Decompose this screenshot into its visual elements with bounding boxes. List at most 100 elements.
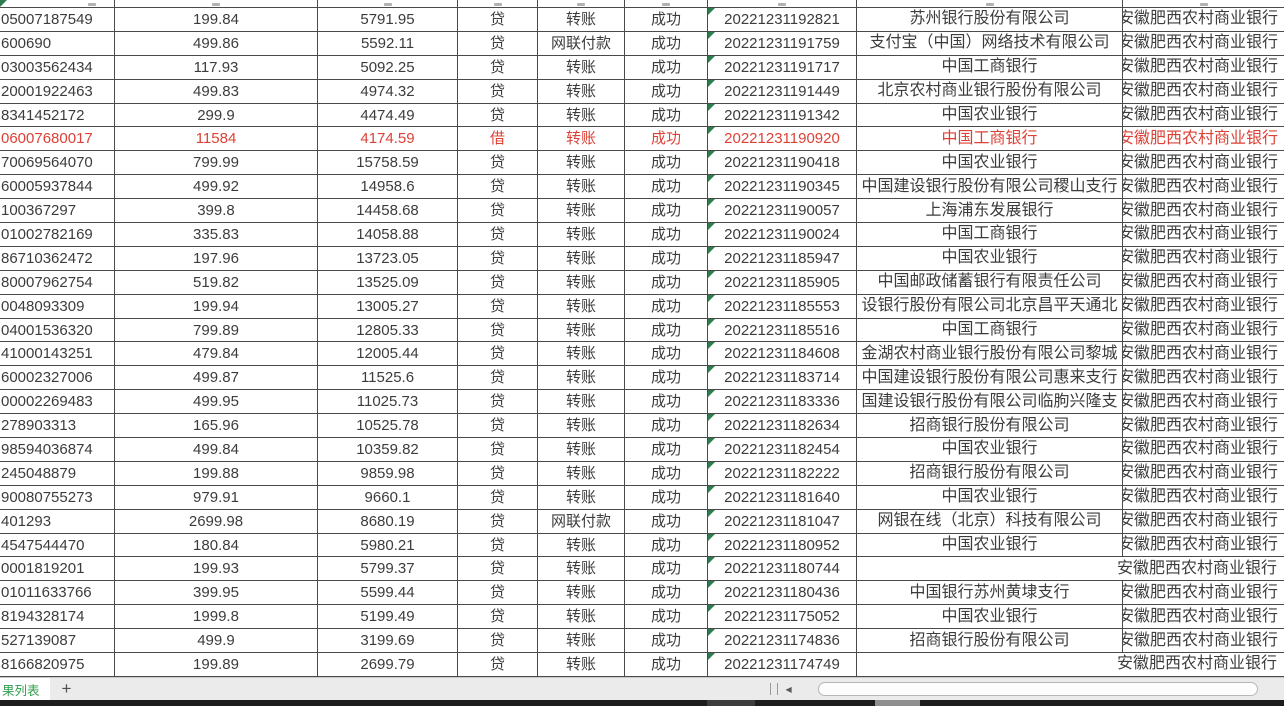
cell-account[interactable]: 401293 bbox=[0, 509, 115, 533]
cell-status[interactable]: 成功 bbox=[625, 127, 708, 151]
cell-bank[interactable]: 招商银行股份有限公司 bbox=[857, 461, 1123, 485]
cell-balance[interactable] bbox=[318, 0, 458, 7]
cell-flag[interactable]: 贷 bbox=[458, 223, 538, 246]
scroll-left-icon[interactable]: ◀ bbox=[785, 684, 792, 694]
cell-flag[interactable]: 贷 bbox=[458, 270, 538, 294]
cell-amount[interactable]: 197.96 bbox=[115, 246, 318, 270]
cell-account[interactable]: 600690 bbox=[0, 31, 115, 55]
cell-timestamp[interactable]: 20221231190345 bbox=[708, 175, 857, 199]
cell-flag[interactable]: 贷 bbox=[458, 461, 538, 485]
cell-status[interactable] bbox=[625, 0, 708, 7]
cell-account[interactable]: 98594036874 bbox=[0, 438, 115, 461]
cell-balance[interactable]: 13525.09 bbox=[318, 270, 458, 294]
cell-account[interactable]: 00002269483 bbox=[0, 390, 115, 414]
cell-region[interactable]: 安徽肥西农村商业银行 bbox=[1123, 127, 1284, 150]
cell-amount[interactable]: 499.95 bbox=[115, 390, 318, 414]
cell-flag[interactable]: 贷 bbox=[458, 438, 538, 461]
cell-balance[interactable]: 8680.19 bbox=[318, 509, 458, 533]
cell-account[interactable]: 245048879 bbox=[0, 461, 115, 485]
cell-flag[interactable] bbox=[458, 0, 538, 7]
cell-account[interactable]: 8341452172 bbox=[0, 103, 115, 127]
cell-account[interactable]: 06007680017 bbox=[0, 127, 115, 151]
cell-flag[interactable]: 贷 bbox=[458, 246, 538, 270]
cell-amount[interactable]: 199.84 bbox=[115, 8, 318, 31]
cell-status[interactable]: 成功 bbox=[625, 8, 708, 31]
cell-balance[interactable]: 5799.37 bbox=[318, 557, 458, 581]
cell-region[interactable]: 安徽肥西农村商业银行 bbox=[1117, 557, 1284, 580]
cell-balance[interactable]: 9859.98 bbox=[318, 461, 458, 485]
cell-timestamp[interactable]: 20221231181047 bbox=[708, 509, 857, 533]
cell-account[interactable]: 86710362472 bbox=[0, 246, 115, 270]
scrollbar-thumb[interactable] bbox=[817, 682, 1258, 696]
sheet-tab-active[interactable]: 果列表 bbox=[0, 677, 50, 701]
cell-flag[interactable]: 贷 bbox=[458, 175, 538, 199]
cell-region[interactable]: 安徽肥西农村商业银行 bbox=[1123, 581, 1284, 604]
cell-region[interactable]: 安徽肥西农村商业银行 bbox=[1123, 104, 1284, 127]
cell-bank[interactable]: 北京农村商业银行股份有限公司 bbox=[857, 79, 1123, 103]
cell-status[interactable]: 成功 bbox=[625, 438, 708, 461]
cell-type[interactable]: 转账 bbox=[538, 605, 625, 629]
cell-account[interactable]: 100367297 bbox=[0, 199, 115, 223]
cell-type[interactable]: 网联付款 bbox=[538, 509, 625, 533]
cell-timestamp[interactable]: 20221231182634 bbox=[708, 414, 857, 438]
cell-type[interactable]: 转账 bbox=[538, 127, 625, 151]
cell-bank[interactable]: 上海浦东发展银行 bbox=[857, 199, 1123, 223]
cell-status[interactable]: 成功 bbox=[625, 270, 708, 294]
cell-account[interactable]: 05007187549 bbox=[0, 8, 115, 31]
cell-flag[interactable]: 贷 bbox=[458, 342, 538, 366]
cell-account[interactable]: 8166820975 bbox=[0, 653, 115, 676]
cell-status[interactable]: 成功 bbox=[625, 55, 708, 79]
cell-timestamp[interactable]: 20221231180436 bbox=[708, 581, 857, 605]
cell-status[interactable]: 成功 bbox=[625, 485, 708, 509]
cell-region[interactable]: 安徽肥西农村商业银行 bbox=[1123, 629, 1284, 652]
cell-bank[interactable] bbox=[857, 653, 1123, 676]
cell-amount[interactable]: 11584 bbox=[115, 127, 318, 151]
cell-account[interactable]: 0001819201 bbox=[0, 557, 115, 581]
cell-bank[interactable]: 网银在线（北京）科技有限公司 bbox=[857, 509, 1123, 533]
cell-timestamp[interactable]: 20221231181640 bbox=[708, 485, 857, 509]
cell-amount[interactable]: 199.94 bbox=[115, 294, 318, 318]
cell-amount[interactable]: 399.8 bbox=[115, 199, 318, 223]
cell-type[interactable]: 转账 bbox=[538, 342, 625, 366]
cell-account[interactable]: 80007962754 bbox=[0, 270, 115, 294]
cell-amount[interactable]: 199.89 bbox=[115, 653, 318, 676]
cell-timestamp[interactable]: 20221231185947 bbox=[708, 246, 857, 270]
cell-region[interactable]: 安徽肥西农村商业银行 bbox=[1123, 80, 1284, 103]
cell-type[interactable]: 转账 bbox=[538, 366, 625, 390]
cell-balance[interactable]: 5791.95 bbox=[318, 8, 458, 31]
cell-status[interactable]: 成功 bbox=[625, 366, 708, 390]
cell-amount[interactable]: 2699.98 bbox=[115, 509, 318, 533]
cell-flag[interactable]: 借 bbox=[458, 127, 538, 151]
cell-bank[interactable]: 中国工商银行 bbox=[857, 318, 1123, 342]
cell-flag[interactable]: 贷 bbox=[458, 31, 538, 55]
cell-account[interactable]: 0048093309 bbox=[0, 294, 115, 318]
cell-type[interactable]: 转账 bbox=[538, 414, 625, 438]
cell-timestamp[interactable]: 20221231182222 bbox=[708, 461, 857, 485]
cell-balance[interactable]: 5199.49 bbox=[318, 605, 458, 629]
cell-type[interactable]: 转账 bbox=[538, 175, 625, 199]
cell-account[interactable]: 8194328174 bbox=[0, 605, 115, 629]
cell-amount[interactable]: 979.91 bbox=[115, 485, 318, 509]
cell-type[interactable]: 转账 bbox=[538, 103, 625, 127]
cell-balance[interactable]: 9660.1 bbox=[318, 485, 458, 509]
cell-amount[interactable]: 199.93 bbox=[115, 557, 318, 581]
add-sheet-button[interactable]: + bbox=[61, 679, 72, 698]
cell-account[interactable]: 278903313 bbox=[0, 414, 115, 438]
cell-amount[interactable]: 499.86 bbox=[115, 31, 318, 55]
cell-region[interactable]: 安徽肥西农村商业银行 bbox=[1123, 342, 1284, 365]
cell-balance[interactable]: 2699.79 bbox=[318, 653, 458, 676]
cell-timestamp[interactable]: 20221231184608 bbox=[708, 342, 857, 366]
cell-bank[interactable]: 中国农业银行 bbox=[857, 605, 1123, 629]
cell-flag[interactable]: 贷 bbox=[458, 55, 538, 79]
cell-balance[interactable]: 3199.69 bbox=[318, 629, 458, 653]
cell-balance[interactable]: 12005.44 bbox=[318, 342, 458, 366]
cell-flag[interactable]: 贷 bbox=[458, 533, 538, 557]
cell-bank[interactable]: 中国工商银行 bbox=[857, 223, 1123, 246]
cell-status[interactable]: 成功 bbox=[625, 342, 708, 366]
cell-account[interactable]: 01011633766 bbox=[0, 581, 115, 605]
cell-flag[interactable]: 贷 bbox=[458, 485, 538, 509]
cell-bank[interactable]: 中国农业银行 bbox=[857, 485, 1123, 509]
cell-region[interactable]: 安徽肥西农村商业银行 bbox=[1123, 366, 1284, 389]
cell-bank[interactable]: 中国农业银行 bbox=[857, 438, 1123, 461]
cell-type[interactable]: 转账 bbox=[538, 533, 625, 557]
